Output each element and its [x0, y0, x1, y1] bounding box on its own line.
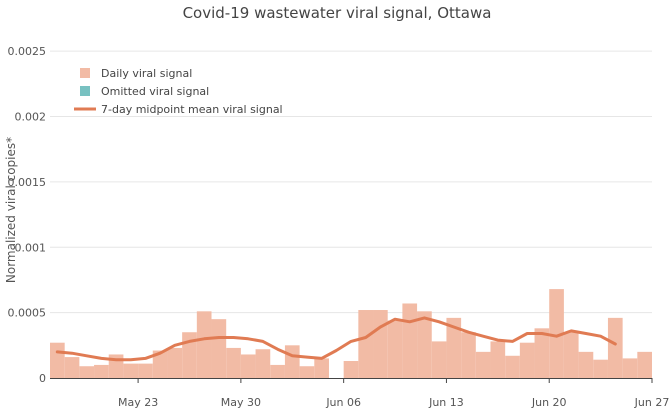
daily-signal-bar: [196, 311, 212, 378]
daily-signal-bar: [637, 351, 652, 378]
daily-signal-bar: [446, 317, 462, 378]
y-tick-label: 0.0025: [8, 45, 47, 58]
daily-signal-bar: [431, 341, 447, 378]
daily-signal-bar: [373, 310, 388, 378]
daily-signal-bar: [343, 361, 359, 378]
x-tick-label: Jun 20: [531, 396, 567, 409]
daily-signal-bar: [226, 347, 241, 378]
y-tick-label: 0: [39, 372, 46, 385]
legend-swatch: [80, 86, 90, 96]
legend: Daily viral signal Omitted viral signal 7-…: [74, 67, 283, 116]
x-tick-label: May 23: [118, 396, 158, 409]
daily-signal-bar: [270, 364, 285, 378]
daily-signal-bar: [64, 357, 80, 378]
y-tick-label: 0.0015: [8, 176, 47, 189]
legend-swatch: [80, 68, 90, 78]
daily-signal-bar: [519, 342, 535, 378]
daily-signal-bar: [387, 320, 403, 378]
y-tick-label: 0.002: [15, 111, 47, 124]
daily-signal-bar: [299, 366, 315, 378]
x-tick-label: May 30: [221, 396, 261, 409]
daily-signal-bar: [461, 332, 476, 378]
daily-signal-bar: [593, 359, 608, 378]
legend-label: Daily viral signal: [101, 67, 192, 80]
x-tick-label: Jun 13: [428, 396, 464, 409]
daily-signal-bar: [563, 332, 579, 378]
legend-label: Omitted viral signal: [101, 85, 209, 98]
mean-signal-line: [55, 316, 617, 362]
daily-signal-bar: [123, 363, 139, 378]
legend-label: 7-day midpoint mean viral signal: [101, 103, 283, 116]
daily-signal-bar: [505, 355, 520, 378]
daily-signal-bar: [284, 345, 300, 378]
daily-signal-bar: [578, 351, 594, 378]
y-tick-label: 0.001: [15, 241, 47, 254]
daily-signal-bar: [475, 351, 491, 378]
y-tick-labels: 0 0.0005 0.001 0.0015 0.002 0.0025: [8, 45, 47, 385]
daily-signal-bar: [607, 317, 623, 378]
daily-signal-bar: [402, 303, 418, 378]
y-axis-title: Normalized viral copies*: [4, 137, 18, 283]
daily-signal-bar: [94, 364, 109, 378]
daily-signal-bar: [240, 354, 256, 378]
bar-series: [50, 289, 652, 378]
daily-signal-bar: [314, 358, 329, 378]
daily-signal-bar: [549, 289, 564, 378]
daily-signal-bar: [138, 363, 153, 378]
x-tick-labels: May 23 May 30 Jun 06 Jun 13 Jun 20 Jun 27: [118, 378, 669, 409]
daily-signal-bar: [622, 358, 638, 378]
daily-signal-bar: [490, 341, 506, 378]
daily-signal-bar: [255, 349, 271, 378]
x-tick-label: Jun 06: [325, 396, 361, 409]
line-series: [55, 316, 617, 362]
daily-signal-bar: [50, 342, 65, 378]
daily-signal-bar: [211, 319, 227, 378]
daily-signal-bar: [167, 347, 183, 378]
daily-signal-bar: [358, 310, 374, 378]
y-tick-label: 0.0005: [8, 307, 47, 320]
daily-signal-bar: [417, 311, 432, 378]
chart-title: Covid-19 wastewater viral signal, Ottawa: [183, 4, 492, 22]
x-tick-label: Jun 27: [634, 396, 670, 409]
daily-signal-bar: [534, 328, 550, 378]
daily-signal-bar: [79, 366, 95, 378]
daily-signal-bar: [152, 350, 168, 378]
